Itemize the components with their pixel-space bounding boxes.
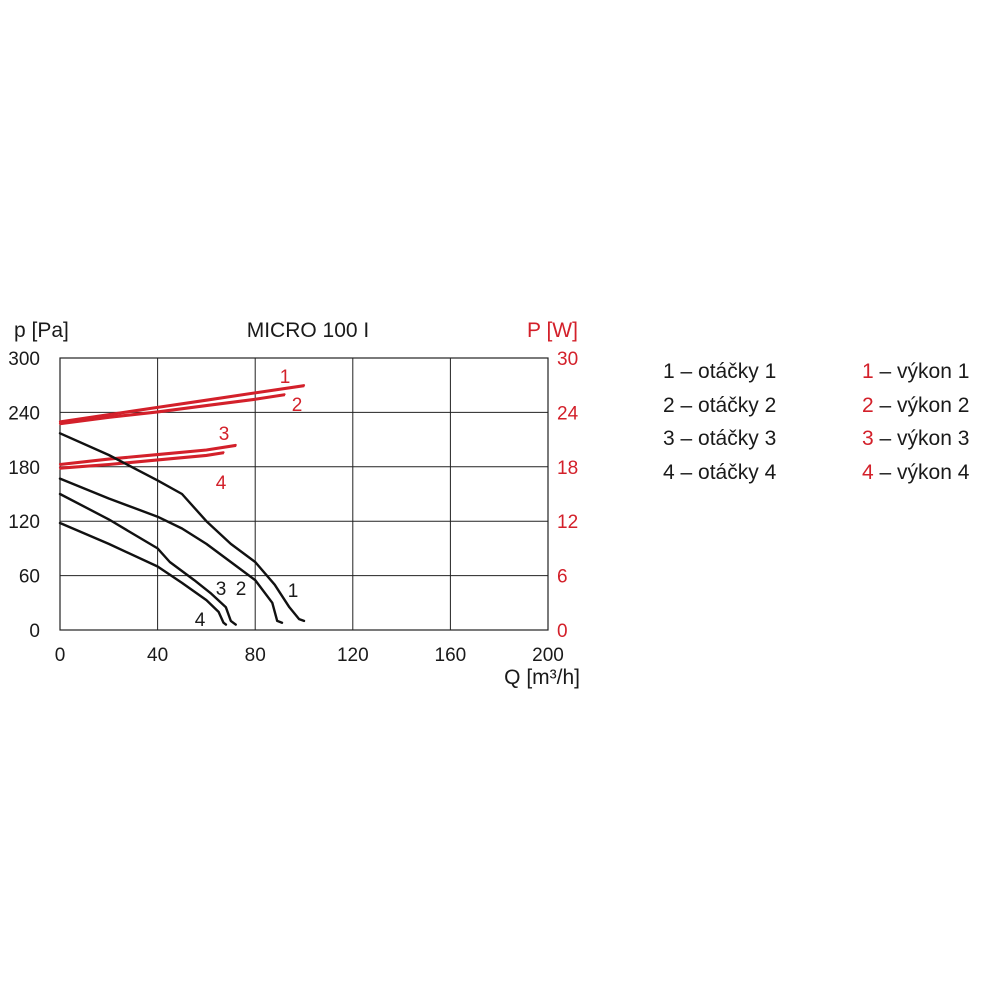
- legend-number: 3: [663, 427, 675, 450]
- power-curve-label-3: 3: [219, 424, 230, 445]
- y-tick-label-right: 18: [557, 458, 578, 479]
- y-axis-left-label: p [Pa]: [14, 319, 69, 342]
- power-curve-1: [58, 384, 306, 423]
- x-tick-label: 0: [55, 645, 66, 666]
- y-axis-right-label: P [W]: [527, 319, 578, 342]
- pressure-curve-label-2: 2: [236, 579, 247, 600]
- legend-item: 4 – otáčky 4: [663, 456, 776, 490]
- y-tick-label-left: 0: [29, 621, 40, 642]
- power-curve-2: [58, 393, 286, 425]
- legend-number: 1: [862, 360, 874, 383]
- legend-text: – otáčky 2: [674, 393, 777, 417]
- x-axis-label: Q [m³/h]: [504, 666, 580, 689]
- chart-title: MICRO 100 I: [247, 319, 370, 342]
- x-tick-label: 120: [337, 645, 369, 666]
- legend-number: 2: [862, 393, 874, 417]
- power-curve-3-edge: [59, 445, 237, 466]
- pressure-curve-1: [58, 432, 306, 623]
- y-tick-label-left: 120: [8, 512, 40, 533]
- legend-text: – otáčky 1: [674, 360, 777, 383]
- power-curve-label-4: 4: [216, 473, 227, 494]
- x-tick-label: 160: [435, 645, 467, 666]
- legend-item: 3 – otáčky 3: [663, 422, 776, 456]
- grid: [59, 357, 549, 631]
- power-curve-label-1: 1: [280, 367, 291, 388]
- legend-number: 4: [663, 460, 675, 484]
- pressure-curve-label-4: 4: [195, 610, 206, 631]
- legend-number: 3: [862, 427, 874, 450]
- labels: 0 40 80 120 160 20006012018024030006121824301…: [8, 349, 578, 666]
- pressure-curve-label-1: 1: [288, 581, 299, 602]
- legend-text: – výkon 3: [873, 427, 970, 450]
- legend-text: – výkon 1: [873, 360, 970, 383]
- legend-item: 1 – výkon 1: [862, 355, 969, 389]
- power-curve-1-edge: [59, 386, 305, 424]
- power-curve-2-edge: [59, 395, 286, 426]
- legend-pressure: 1 – otáčky 1 2 – otáčky 2 3 – otáčky 3 4…: [663, 355, 776, 489]
- x-tick-label: 200: [532, 645, 564, 666]
- y-tick-label-left: 180: [8, 458, 40, 479]
- legend-number: 1: [663, 360, 675, 383]
- legend-text: – otáčky 4: [674, 460, 777, 484]
- power-curve-4-edge: [59, 453, 225, 470]
- pressure-curve-2: [58, 477, 284, 624]
- y-tick-label-right: 24: [557, 403, 579, 424]
- y-tick-label-left: 60: [19, 567, 40, 588]
- power-curve-4: [58, 451, 225, 469]
- legend-text: – výkon 2: [873, 393, 970, 417]
- pressure-curve-label-3: 3: [216, 579, 227, 600]
- series: [58, 384, 306, 626]
- power-curve-3: [58, 443, 237, 466]
- plot-frame: [59, 357, 549, 631]
- y-tick-label-right: 6: [557, 567, 568, 588]
- x-tick-label: 40: [147, 645, 168, 666]
- y-tick-label-left: 300: [8, 349, 40, 370]
- legend-item: 3 – výkon 3: [862, 422, 969, 456]
- pressure-curve-3: [58, 492, 237, 626]
- legend-text: – výkon 4: [873, 460, 970, 484]
- x-tick-label: 80: [245, 645, 266, 666]
- legend-item: 1 – otáčky 1: [663, 355, 776, 389]
- power-curve-label-2: 2: [292, 395, 303, 416]
- y-tick-label-right: 30: [557, 349, 578, 370]
- legend-text: – otáčky 3: [674, 427, 777, 450]
- legend-number: 2: [663, 393, 675, 417]
- pressure-curve-4: [58, 521, 228, 626]
- y-tick-label-left: 240: [8, 403, 40, 424]
- legend-number: 4: [862, 460, 874, 484]
- legend-item: 2 – výkon 2: [862, 389, 969, 423]
- legend-power: 1 – výkon 1 2 – výkon 2 3 – výkon 3 4 – …: [862, 355, 969, 489]
- legend-item: 2 – otáčky 2: [663, 389, 776, 423]
- y-tick-label-right: 12: [557, 512, 578, 533]
- y-tick-label-right: 0: [557, 621, 568, 642]
- legend-item: 4 – výkon 4: [862, 456, 969, 490]
